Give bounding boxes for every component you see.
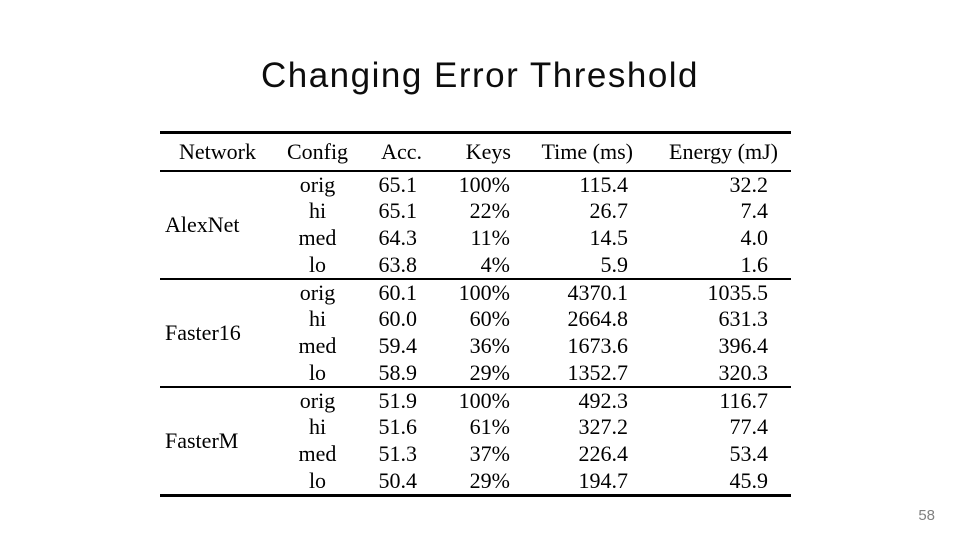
table-row: hi 65.1 22% 26.7 7.4 [160,198,791,225]
energy-cell: 1035.5 [707,279,769,305]
config-cell: hi [308,306,327,331]
time-cell: 327.2 [578,414,629,439]
acc-cell: 60.1 [378,279,418,305]
energy-cell: 4.0 [740,225,769,250]
slide-title: Changing Error Threshold [260,56,700,95]
energy-cell: 396.4 [718,333,769,358]
config-cell: hi [308,198,327,223]
table-row: FasterM orig 51.9 100% 492.3 116.7 [160,387,791,453]
table-row: med 64.3 11% 14.5 4.0 [160,225,791,252]
header-row: Network Config Acc. Keys Time (ms) Energ… [160,133,791,171]
network-group-label: AlexNet [165,211,240,237]
time-cell: 1352.7 [567,359,629,385]
config-cell: hi [308,414,327,439]
keys-cell: 100% [458,279,510,305]
acc-cell: 51.3 [378,441,418,466]
acc-cell: 51.6 [378,414,418,439]
keys-cell: 11% [470,225,510,250]
acc-cell: 65.1 [378,198,418,223]
energy-cell: 1.6 [740,251,769,277]
col-header-keys: Keys [465,138,511,164]
config-cell: orig [299,171,336,197]
col-header-time: Time (ms) [541,138,633,164]
keys-cell: 61% [469,414,510,439]
group-faster16: Faster16 orig 60.1 100% 4370.1 1035.5 hi… [160,279,791,387]
config-cell: orig [299,387,336,413]
config-cell: orig [299,279,336,305]
energy-cell: 631.3 [718,306,769,331]
col-header-energy: Energy (mJ) [669,138,778,164]
time-cell: 26.7 [589,198,629,223]
config-cell: lo [308,359,327,385]
keys-cell: 36% [469,333,510,358]
acc-cell: 58.9 [378,359,418,385]
table-row: lo 58.9 29% 1352.7 320.3 [160,360,791,387]
network-group-label: FasterM [165,427,239,453]
group-alexnet: AlexNet orig 65.1 100% 115.4 32.2 hi 65.… [160,171,791,279]
keys-cell: 22% [469,198,510,223]
time-cell: 1673.6 [567,333,629,358]
table-row: hi 60.0 60% 2664.8 631.3 [160,306,791,333]
config-cell: lo [308,467,327,493]
time-cell: 5.9 [600,251,629,277]
keys-cell: 29% [469,467,510,493]
time-cell: 2664.8 [567,306,629,331]
acc-cell: 64.3 [378,225,418,250]
energy-cell: 320.3 [718,359,769,385]
acc-cell: 65.1 [378,171,418,197]
table-row: lo 50.4 29% 194.7 45.9 [160,468,791,496]
time-cell: 226.4 [578,441,629,466]
table-row: med 59.4 36% 1673.6 396.4 [160,333,791,360]
table-header: Network Config Acc. Keys Time (ms) Energ… [160,133,791,171]
config-cell: med [298,441,337,466]
energy-cell: 116.7 [719,387,768,413]
acc-cell: 63.8 [378,251,418,277]
group-fasterm: FasterM orig 51.9 100% 492.3 116.7 hi 51… [160,387,791,496]
keys-cell: 100% [458,387,510,413]
time-cell: 115.4 [579,171,628,197]
acc-cell: 50.4 [378,467,418,493]
col-header-config: Config [286,138,349,164]
time-cell: 14.5 [589,225,629,250]
keys-cell: 60% [469,306,510,331]
table-row: AlexNet orig 65.1 100% 115.4 32.2 [160,171,791,237]
keys-cell: 100% [458,171,510,197]
acc-cell: 60.0 [378,306,418,331]
table-row: lo 63.8 4% 5.9 1.6 [160,252,791,279]
energy-cell: 32.2 [729,171,769,197]
energy-cell: 7.4 [740,198,769,223]
keys-cell: 37% [469,441,510,466]
table-row: med 51.3 37% 226.4 53.4 [160,441,791,468]
acc-cell: 51.9 [378,387,418,413]
table-row: hi 51.6 61% 327.2 77.4 [160,414,791,441]
energy-cell: 77.4 [729,414,769,439]
config-cell: lo [308,251,327,277]
time-cell: 194.7 [578,467,629,493]
energy-cell: 53.4 [729,441,769,466]
network-group-label: Faster16 [165,319,241,345]
acc-cell: 59.4 [378,333,418,358]
results-table: Network Config Acc. Keys Time (ms) Energ… [160,131,791,497]
keys-cell: 29% [469,359,510,385]
time-cell: 4370.1 [567,279,629,305]
table-row: Faster16 orig 60.1 100% 4370.1 1035.5 [160,279,791,345]
keys-cell: 4% [480,251,510,277]
col-header-acc: Acc. [381,138,422,164]
config-cell: med [298,333,337,358]
page-number: 58 [918,507,935,524]
energy-cell: 45.9 [729,467,769,493]
time-cell: 492.3 [578,387,629,413]
col-header-network: Network [179,138,256,164]
config-cell: med [298,225,337,250]
